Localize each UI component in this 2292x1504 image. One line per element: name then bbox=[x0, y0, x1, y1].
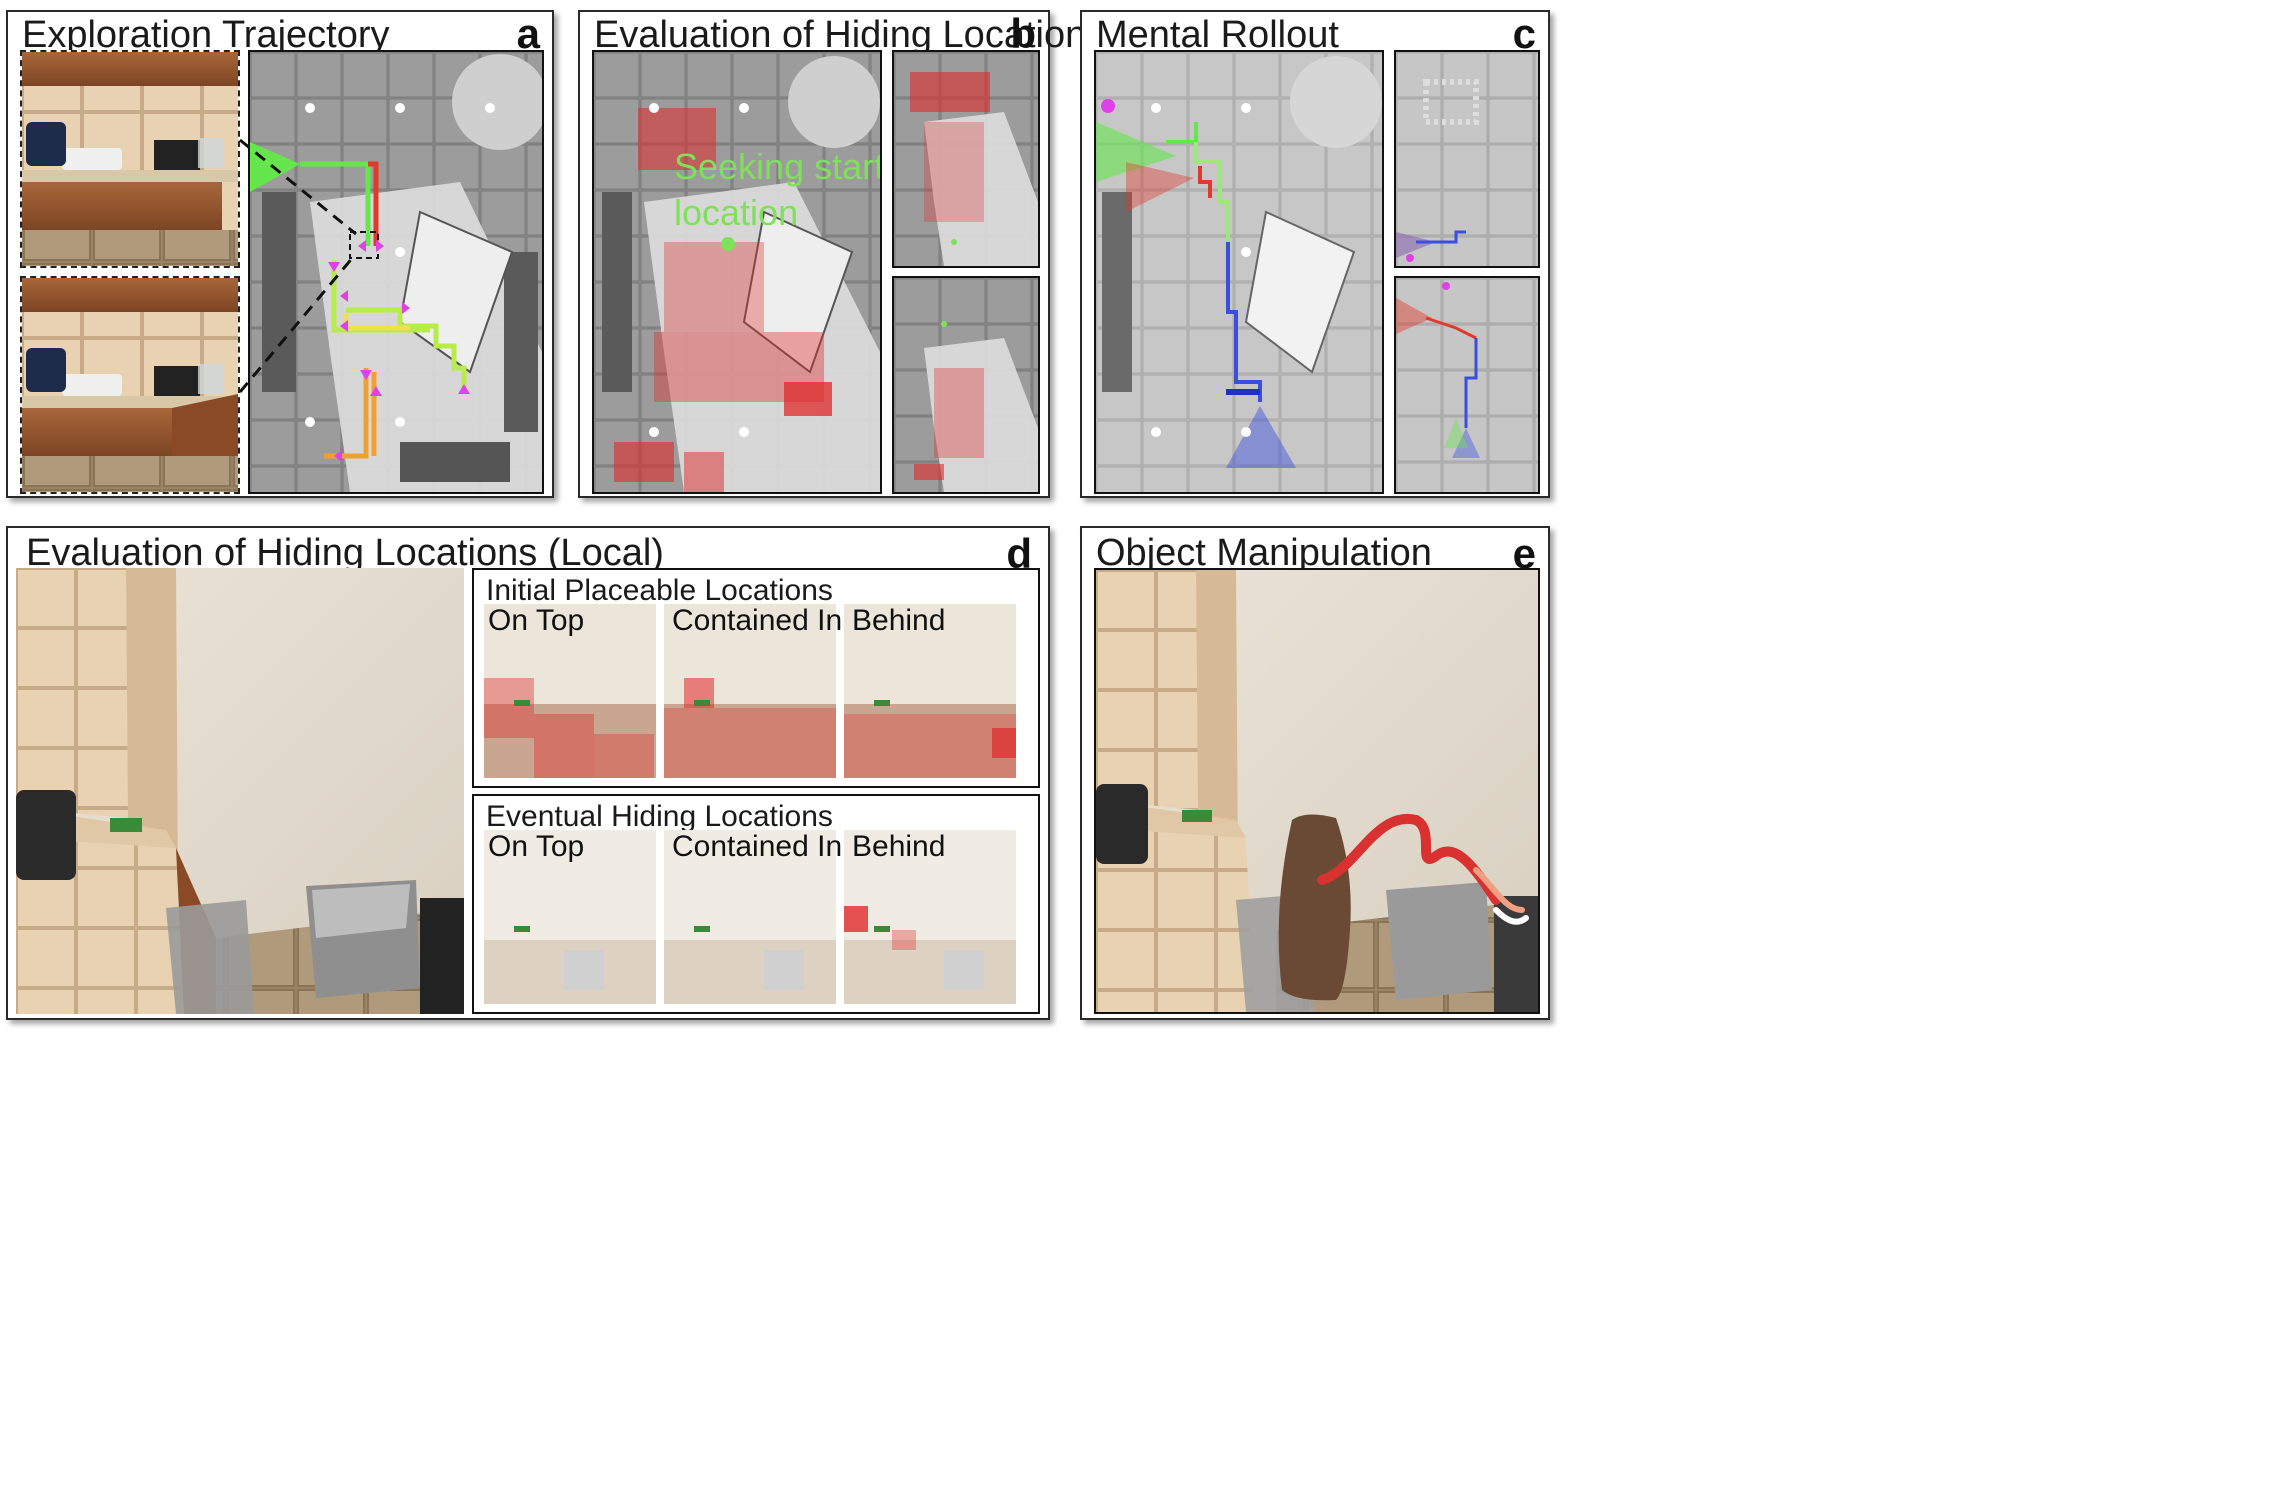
panel-title: Evaluation of Hiding Locations bbox=[594, 14, 1106, 56]
egocentric-view-before bbox=[20, 50, 240, 268]
hiding-heatmap-main: Seeking start location bbox=[592, 50, 882, 494]
zoom-callout-lines bbox=[238, 138, 357, 393]
panel-mental-rollout: Mental Rollout c bbox=[1080, 10, 1550, 498]
panel-title: Exploration Trajectory bbox=[22, 14, 390, 56]
tile-label: Contained In bbox=[672, 830, 843, 863]
panel-evaluation-hiding-locations: Evaluation of Hiding Locations b Seeking… bbox=[578, 10, 1105, 498]
panel-letter: a bbox=[516, 10, 540, 57]
panel-letter: c bbox=[1512, 10, 1536, 57]
rollout-map-thumb-top bbox=[1394, 50, 1540, 268]
panel-object-manipulation: Object Manipulation e bbox=[1080, 526, 1550, 1020]
panel-title: Mental Rollout bbox=[1096, 14, 1339, 56]
tile-behind: Behind bbox=[844, 830, 1016, 1004]
tile-contained-in: Contained In bbox=[664, 830, 842, 1004]
tile-on-top: On Top bbox=[484, 830, 656, 1004]
group-title: Eventual Hiding Locations bbox=[486, 800, 833, 833]
tile-label: Behind bbox=[852, 604, 946, 637]
annotation-line-1: Seeking start bbox=[674, 146, 882, 187]
hiding-heatmap-thumb-top bbox=[892, 50, 1040, 268]
tile-contained-in: Contained In bbox=[664, 604, 842, 778]
panel-letter: b bbox=[1010, 10, 1036, 57]
group-initial-placeable: Initial Placeable Locations On Top Conta… bbox=[472, 568, 1040, 788]
tile-label: Contained In bbox=[672, 604, 843, 637]
annotation-line-2: location bbox=[674, 192, 799, 233]
panel-local-hiding-evaluation: Evaluation of Hiding Locations (Local) d… bbox=[6, 526, 1050, 1020]
group-eventual-hiding: Eventual Hiding Locations On Top Contain… bbox=[472, 794, 1040, 1014]
panel-letter: e bbox=[1512, 530, 1536, 577]
panel-title: Evaluation of Hiding Locations (Local) bbox=[26, 532, 664, 574]
tile-label: Behind bbox=[852, 830, 946, 863]
manipulation-scene-view bbox=[1094, 568, 1540, 1014]
hiding-heatmap-thumb-bottom bbox=[892, 276, 1040, 494]
seeking-start-annotation: Seeking start location bbox=[674, 144, 882, 236]
tile-label: On Top bbox=[488, 604, 585, 637]
top-down-map-trajectory bbox=[248, 50, 544, 494]
tile-label: On Top bbox=[488, 830, 585, 863]
egocentric-view-after bbox=[20, 276, 240, 494]
rollout-map-thumb-bottom bbox=[1394, 276, 1540, 494]
tile-on-top: On Top bbox=[484, 604, 656, 778]
tile-behind: Behind bbox=[844, 604, 1016, 778]
group-title: Initial Placeable Locations bbox=[486, 574, 833, 607]
panel-title: Object Manipulation bbox=[1096, 532, 1432, 574]
panel-exploration-trajectory: Exploration Trajectory a bbox=[6, 10, 554, 498]
local-scene-view bbox=[16, 568, 464, 1014]
rollout-map-main bbox=[1094, 50, 1384, 494]
